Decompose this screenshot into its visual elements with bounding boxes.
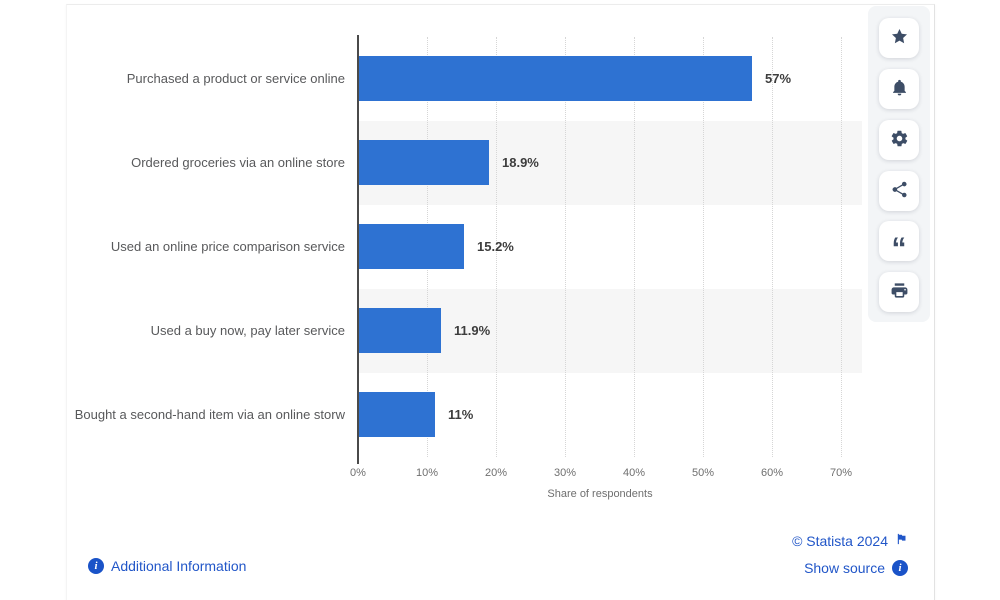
favorite-star-button[interactable] <box>879 18 919 58</box>
x-tick-label: 20% <box>484 467 508 479</box>
notification-bell-icon <box>890 78 909 100</box>
category-label: Ordered groceries via an online store <box>131 155 345 171</box>
y-axis-line <box>357 35 359 457</box>
value-label: 15.2% <box>477 239 514 254</box>
info-icon <box>88 558 104 574</box>
notification-bell-button[interactable] <box>879 69 919 109</box>
gridline <box>496 37 497 457</box>
settings-gear-icon <box>890 129 909 151</box>
chart-bar[interactable] <box>359 224 464 269</box>
x-tick-label: 70% <box>829 467 853 479</box>
x-tick-label: 60% <box>760 467 784 479</box>
citation-quote-icon: “ <box>891 232 907 265</box>
x-axis-label: Share of respondents <box>547 488 653 500</box>
value-label: 57% <box>765 71 792 86</box>
category-label: Bought a second-hand item via an online … <box>74 407 345 423</box>
share-icon <box>890 180 909 202</box>
x-tick-label: 30% <box>553 467 577 479</box>
toolbar-rail: “ <box>868 6 930 322</box>
settings-gear-button[interactable] <box>879 120 919 160</box>
citation-button[interactable]: “ <box>879 221 919 265</box>
value-label: 18.9% <box>502 155 539 170</box>
show-source-link[interactable]: Show source <box>804 560 908 576</box>
additional-information-link[interactable]: Additional Information <box>88 558 246 574</box>
gridline <box>841 37 842 457</box>
category-label: Used an online price comparison service <box>110 239 345 255</box>
share-button[interactable] <box>879 171 919 211</box>
show-source-label: Show source <box>804 560 885 576</box>
row-band <box>358 289 862 373</box>
print-icon <box>890 281 909 303</box>
category-label: Purchased a product or service online <box>126 71 345 87</box>
gridline <box>634 37 635 457</box>
print-button[interactable] <box>879 272 919 312</box>
source-info-icon <box>892 560 908 576</box>
statista-copyright-link[interactable]: © Statista 2024 <box>792 532 908 549</box>
favorite-star-icon <box>890 27 909 49</box>
value-label: 11.9% <box>454 323 491 338</box>
flag-icon <box>894 532 908 549</box>
copyright-label: © Statista 2024 <box>792 532 888 549</box>
gridline <box>565 37 566 457</box>
x-tick-label: 10% <box>415 467 439 479</box>
chart-bar[interactable] <box>359 308 441 353</box>
chart-bar[interactable] <box>359 56 752 101</box>
x-tick-label: 40% <box>622 467 646 479</box>
chart-bar[interactable] <box>359 140 489 185</box>
value-label: 11% <box>448 407 474 422</box>
x-tick-label: 0% <box>350 467 366 479</box>
gridline <box>772 37 773 457</box>
chart-bar[interactable] <box>359 392 435 437</box>
x-axis-zero-tick <box>357 457 359 464</box>
category-label: Used a buy now, pay later service <box>150 323 345 339</box>
additional-information-label: Additional Information <box>111 558 247 574</box>
x-tick-label: 50% <box>691 467 715 479</box>
gridline <box>703 37 704 457</box>
